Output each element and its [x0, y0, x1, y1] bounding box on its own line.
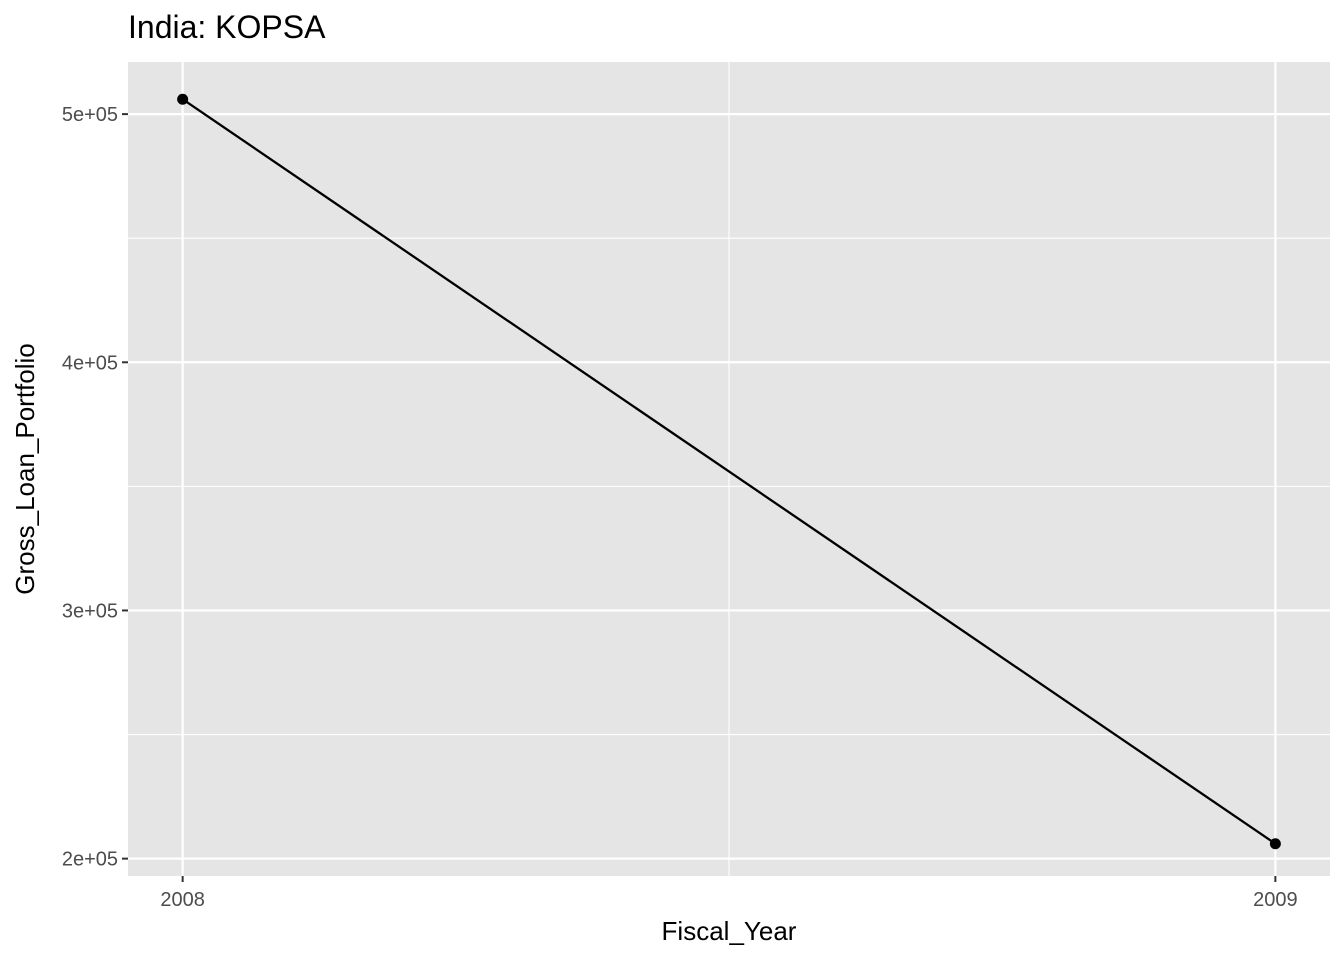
y-tick-label: 4e+05	[62, 352, 118, 374]
y-tick-label: 3e+05	[62, 600, 118, 622]
data-point	[177, 93, 189, 105]
data-point	[1269, 838, 1281, 850]
series-line	[181, 98, 1277, 845]
x-axis: 2008 2009	[160, 876, 1298, 911]
x-tick-label: 2008	[160, 889, 205, 911]
series-layer	[177, 93, 1281, 850]
y-axis: 2e+05 3e+05 4e+05 5e+05	[62, 104, 128, 871]
minor-gridlines	[128, 62, 1330, 876]
x-axis-title: Fiscal_Year	[662, 916, 797, 946]
x-tick-label: 2009	[1253, 889, 1298, 911]
y-axis-title: Gross_Loan_Portfolio	[10, 343, 40, 594]
y-tick-label: 5e+05	[62, 104, 118, 126]
major-gridlines	[128, 62, 1330, 876]
chart-title: India: KOPSA	[128, 9, 326, 45]
y-tick-label: 2e+05	[62, 849, 118, 871]
